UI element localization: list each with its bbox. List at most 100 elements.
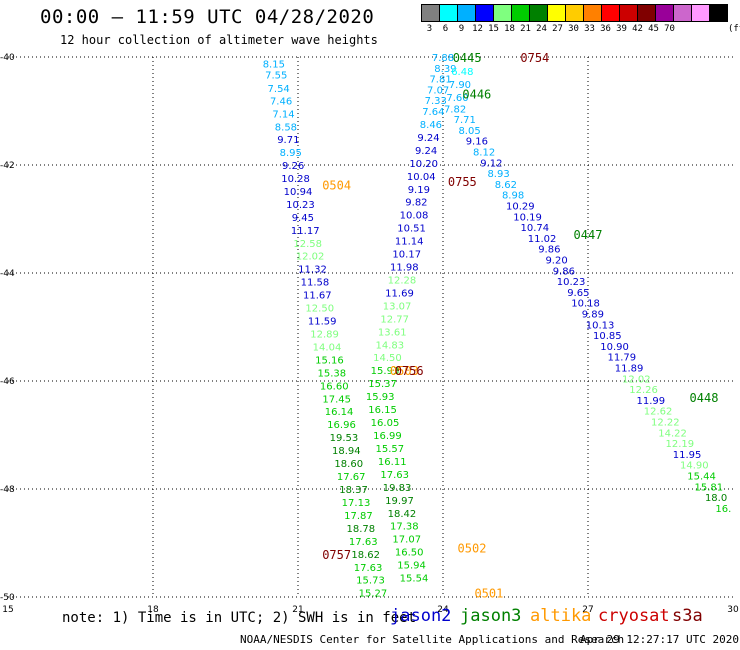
scale-label: 36 xyxy=(600,24,611,34)
legend-entry: s3a xyxy=(672,606,703,626)
pass-label: 0504 xyxy=(322,178,351,192)
data-point: 12.28 xyxy=(388,275,417,286)
data-point: 11.02 xyxy=(528,234,557,245)
y-tick-label: -40 xyxy=(0,53,15,63)
data-point: 15.73 xyxy=(356,576,385,587)
data-point: 19.97 xyxy=(385,496,414,507)
legend-entry: altika xyxy=(530,606,592,626)
data-point: 8.93 xyxy=(487,169,509,180)
data-point: 9.89 xyxy=(582,310,604,321)
data-point: 17.63 xyxy=(380,470,409,481)
data-point: 16.15 xyxy=(368,405,397,416)
y-tick-label: -46 xyxy=(0,377,15,387)
pass-label: 0447 xyxy=(574,228,603,242)
data-point: 9.45 xyxy=(292,213,314,224)
data-point: 9.24 xyxy=(417,133,439,144)
pass-label: 0756 xyxy=(395,364,424,378)
x-tick-label: 30 xyxy=(727,605,739,615)
data-point: 11.79 xyxy=(608,353,637,364)
data-point: 8.58 xyxy=(275,123,297,134)
scale-label: 27 xyxy=(552,24,563,34)
data-point: 10.17 xyxy=(392,250,421,261)
data-point: 15.44 xyxy=(687,472,716,483)
scale-label: 3 xyxy=(426,24,433,34)
data-point: 7.46 xyxy=(270,97,292,108)
pass-label: 0755 xyxy=(448,175,477,189)
data-point: 11.99 xyxy=(637,396,666,407)
data-point: 10.13 xyxy=(586,320,615,331)
data-point: 10.08 xyxy=(400,211,429,222)
data-point: 9.19 xyxy=(408,185,430,196)
data-point: 9.82 xyxy=(405,198,427,209)
data-point: 9.26 xyxy=(282,161,304,172)
data-point: 10.20 xyxy=(409,159,438,170)
pass-label: 0446 xyxy=(462,88,491,102)
data-point: 11.17 xyxy=(291,226,320,237)
data-point: 17.63 xyxy=(349,537,378,548)
data-point: 16.50 xyxy=(395,548,424,559)
data-point: 8.98 xyxy=(502,191,524,202)
data-point: 17.45 xyxy=(322,394,351,405)
data-point: 8.12 xyxy=(473,148,495,159)
pass-label: 0754 xyxy=(520,51,549,65)
data-point: 7.07 xyxy=(427,85,449,96)
data-point: 11.95 xyxy=(673,450,702,461)
data-point: 15.93 xyxy=(366,392,395,403)
data-point: 15.54 xyxy=(400,574,429,585)
scale-label: 6 xyxy=(442,24,449,34)
data-point: 10.85 xyxy=(593,331,622,342)
data-point: 7.81 xyxy=(429,75,451,86)
data-point: 13.61 xyxy=(378,327,407,338)
data-point: 8.15 xyxy=(263,59,285,70)
scale-label: 24 xyxy=(536,24,547,34)
timestamp: Apr 29 12:27:17 UTC 2020 xyxy=(580,633,739,646)
scale-label: 45 xyxy=(648,24,659,34)
x-tick-label: 21 xyxy=(292,605,303,615)
data-point: 12.02 xyxy=(622,374,651,385)
data-point: 9.86 xyxy=(553,266,575,277)
data-point: 15.38 xyxy=(318,368,347,379)
data-point: 12.58 xyxy=(293,239,322,250)
data-point: 9.12 xyxy=(480,158,502,169)
scale-label: 15 xyxy=(488,24,499,34)
data-point: 7.14 xyxy=(272,110,294,121)
data-point: 7.33 xyxy=(425,96,447,107)
scale-label: 70 xyxy=(664,24,675,34)
data-point: 11.67 xyxy=(303,291,332,302)
data-point: 19.53 xyxy=(330,433,359,444)
data-point: 14.50 xyxy=(373,353,402,364)
scale-label: 33 xyxy=(584,24,595,34)
data-point: 10.90 xyxy=(600,342,629,353)
legend-entry: jason3 xyxy=(460,606,522,626)
data-point: 6.48 xyxy=(451,67,473,78)
data-point: 9.16 xyxy=(466,137,488,148)
data-point: 7.55 xyxy=(265,70,287,81)
data-point: 7.82 xyxy=(444,104,466,115)
data-point: 10.23 xyxy=(286,200,315,211)
data-point: 13.07 xyxy=(383,301,412,312)
x-tick-label: 15 xyxy=(2,605,13,615)
data-point: 11.14 xyxy=(395,237,424,248)
data-point: 12.77 xyxy=(380,314,409,325)
data-point: 10.29 xyxy=(506,202,535,213)
data-point: 8.95 xyxy=(280,148,302,159)
data-point: 15.93 xyxy=(371,366,400,377)
data-point: 12.89 xyxy=(310,329,339,340)
footer-note: note: 1) Time is in UTC; 2) SWH is in fe… xyxy=(62,610,417,626)
credit: NOAA/NESDIS Center for Satellite Applica… xyxy=(240,633,625,646)
data-point: 16.96 xyxy=(327,420,356,431)
data-point: 15.16 xyxy=(315,355,344,366)
data-point: 17.38 xyxy=(390,522,419,533)
data-point: 9.20 xyxy=(545,256,567,267)
page-title: 00:00 — 11:59 UTC 04/28/2020 xyxy=(40,6,375,28)
scale-label: 21 xyxy=(520,24,531,34)
y-tick-label: -42 xyxy=(0,161,15,171)
pass-label: 0757 xyxy=(322,548,351,562)
data-point: 9.86 xyxy=(538,245,560,256)
data-point: 17.87 xyxy=(344,511,373,522)
data-point: 16.14 xyxy=(325,407,354,418)
data-point: 18.62 xyxy=(351,550,380,561)
x-tick-label: 27 xyxy=(582,605,593,615)
data-point: 7.71 xyxy=(454,115,476,126)
